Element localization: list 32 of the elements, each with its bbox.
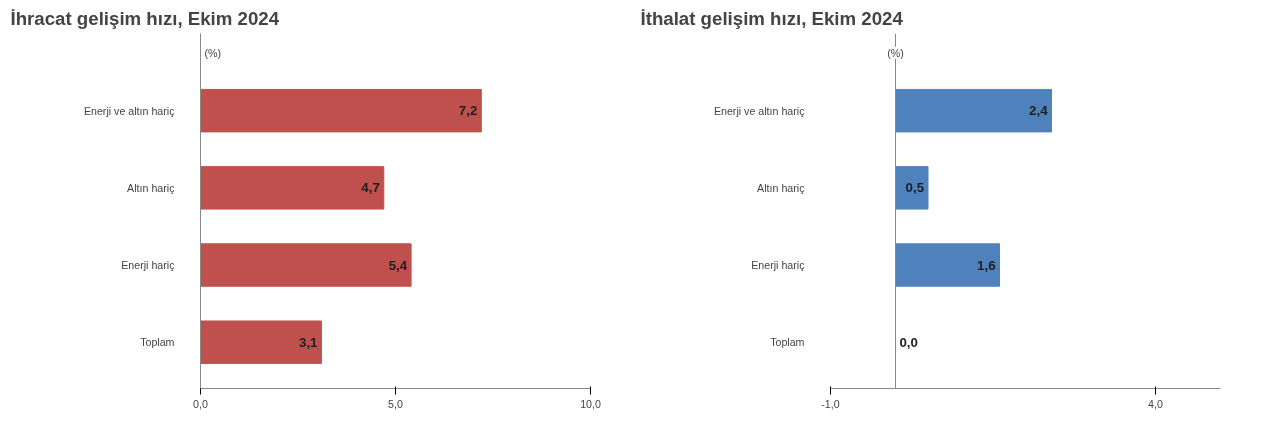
chart-title: İhracat gelişim hızı, Ekim 2024 <box>10 7 280 29</box>
x-tick-label: 5,0 <box>388 397 403 410</box>
data-label: 5,4 <box>388 257 408 273</box>
y-tick-label: Enerji hariç <box>121 259 176 272</box>
bar <box>200 166 385 210</box>
y-tick-label: Altın hariç <box>757 181 806 194</box>
data-label: 2,4 <box>1029 103 1049 119</box>
y-tick-label: Toplam <box>770 336 805 349</box>
annotation: (%) <box>204 46 222 59</box>
x-tick-label: 10,0 <box>580 397 601 410</box>
x-tick-label: 0,0 <box>193 397 208 410</box>
y-tick-label: Toplam <box>140 336 175 349</box>
bar <box>895 243 1000 287</box>
bar <box>200 243 412 287</box>
data-label: 3,1 <box>298 334 319 350</box>
y-tick-label: Enerji hariç <box>751 259 806 272</box>
y-tick-label: Enerji ve altın hariç <box>83 104 176 117</box>
data-label: 4,7 <box>361 180 380 196</box>
data-label: 7,2 <box>458 103 478 119</box>
data-label: 0,0 <box>899 334 918 350</box>
data-label: 1,6 <box>977 257 996 273</box>
y-tick-label: Altın hariç <box>127 181 176 194</box>
y-tick-label: Enerji ve altın hariç <box>713 104 806 117</box>
bar <box>200 320 322 364</box>
bar <box>895 88 1052 133</box>
x-tick-label: -1,0 <box>821 397 840 410</box>
x-tick-label: 4,0 <box>1148 397 1163 410</box>
data-label: 0,5 <box>905 180 925 196</box>
chart-title: İthalat gelişim hızı, Ekim 2024 <box>640 7 904 29</box>
bar <box>200 88 482 133</box>
bar <box>895 166 929 210</box>
annotation: (%) <box>887 46 904 59</box>
